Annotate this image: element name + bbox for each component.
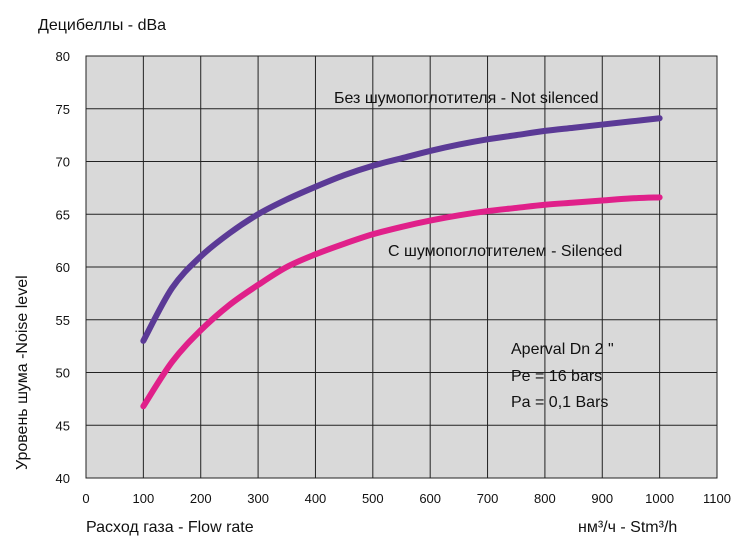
x-axis-unit: нм³/ч - Stm³/h xyxy=(578,519,677,536)
y-axis-title-vertical: Уровень шума -Noise level xyxy=(14,275,31,470)
y-tick-label: 45 xyxy=(56,418,70,433)
y-tick-label: 70 xyxy=(56,155,70,170)
series-line-silenced xyxy=(140,194,663,410)
series-line-not-silenced xyxy=(140,115,663,344)
x-tick-label: 900 xyxy=(591,491,613,506)
x-tick-label: 300 xyxy=(247,491,269,506)
y-tick-label: 55 xyxy=(56,313,70,328)
y-tick-labels: 40 45 50 55 60 65 70 75 80 xyxy=(56,49,70,486)
y-tick-label: 80 xyxy=(56,49,70,64)
x-tick-label: 1100 xyxy=(703,491,731,506)
x-tick-label: 500 xyxy=(362,491,384,506)
series-label-silenced: С шумопоглотителем - Silenced xyxy=(388,243,622,260)
x-tick-label: 200 xyxy=(190,491,212,506)
series-label-not-silenced: Без шумопоглотителя - Not silenced xyxy=(334,90,599,107)
x-tick-label: 1000 xyxy=(645,491,674,506)
x-tick-label: 600 xyxy=(419,491,441,506)
annotation-pe: Pe = 16 bars xyxy=(511,368,602,385)
x-tick-label: 100 xyxy=(133,491,155,506)
x-tick-label: 400 xyxy=(305,491,327,506)
y-axis-title-top: Децибеллы - dBa xyxy=(38,17,166,34)
x-tick-label: 0 xyxy=(82,491,89,506)
x-axis-title: Расход газа - Flow rate xyxy=(86,519,254,536)
y-tick-label: 65 xyxy=(56,207,70,222)
series-lines xyxy=(140,115,663,410)
y-tick-label: 40 xyxy=(56,471,70,486)
x-tick-label: 700 xyxy=(477,491,499,506)
x-tick-labels: 0 100 200 300 400 500 600 700 800 900 1000 1100 xyxy=(82,491,731,506)
annotation-model: Aperval Dn 2 " xyxy=(511,341,614,358)
y-tick-label: 75 xyxy=(56,102,70,117)
annotation-pa: Pa = 0,1 Bars xyxy=(511,394,608,411)
x-tick-label: 800 xyxy=(534,491,556,506)
y-tick-label: 60 xyxy=(56,260,70,275)
y-tick-label: 50 xyxy=(56,366,70,381)
